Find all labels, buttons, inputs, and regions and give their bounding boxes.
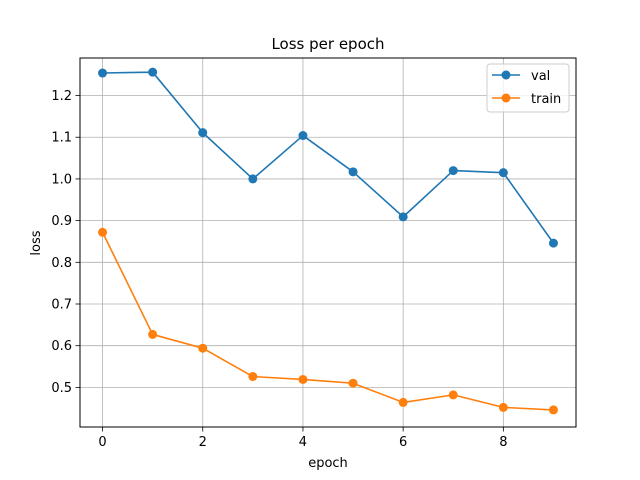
chart-title: Loss per epoch [271,35,384,53]
data-point-train [148,329,158,339]
data-point-val [98,68,108,78]
data-point-val [148,67,158,77]
data-point-train [498,402,508,412]
data-point-train [98,227,108,237]
y-tick-label: 0.8 [51,256,72,271]
data-point-train [548,405,558,415]
data-point-val [498,168,508,178]
legend-label-train: train [531,92,561,107]
legend: val train [486,63,570,113]
plot-frame [79,57,577,428]
data-point-train [298,374,308,384]
legend-marker-train [501,93,511,103]
series-layer [98,67,558,415]
x-axis-label: epoch [308,456,348,471]
x-tick-label: 0 [98,435,106,450]
axis-ticks: 0 2 4 6 8 0.5 0.6 0.7 0.8 0.9 1.0 1.1 1.2 [51,89,507,450]
y-tick-label: 0.5 [51,381,72,396]
data-point-val [448,166,458,176]
y-tick-label: 1.2 [51,89,72,104]
data-point-val [548,238,558,248]
data-point-val [348,167,358,177]
legend-marker-val [501,70,511,80]
y-tick-label: 0.7 [51,298,72,313]
data-point-train [348,378,358,388]
y-tick-label: 0.6 [51,339,72,354]
y-axis-label: loss [29,230,44,255]
x-tick-label: 4 [299,435,307,450]
legend-label-val: val [531,69,550,84]
data-point-train [448,390,458,400]
series-line-val [102,71,555,244]
data-point-val [298,131,308,141]
data-point-train [198,343,208,353]
x-tick-label: 2 [199,435,207,450]
data-point-val [248,174,258,184]
series-line-train [101,231,554,411]
x-tick-label: 8 [499,435,507,450]
grid-lines [80,58,576,427]
data-point-val [398,212,408,222]
x-tick-label: 6 [399,435,407,450]
data-point-val [198,128,208,138]
y-tick-label: 0.9 [51,214,72,229]
data-point-train [398,397,408,407]
y-tick-label: 1.0 [51,172,72,187]
plot-area [80,58,576,427]
y-tick-label: 1.1 [51,131,72,146]
data-point-train [248,372,258,382]
